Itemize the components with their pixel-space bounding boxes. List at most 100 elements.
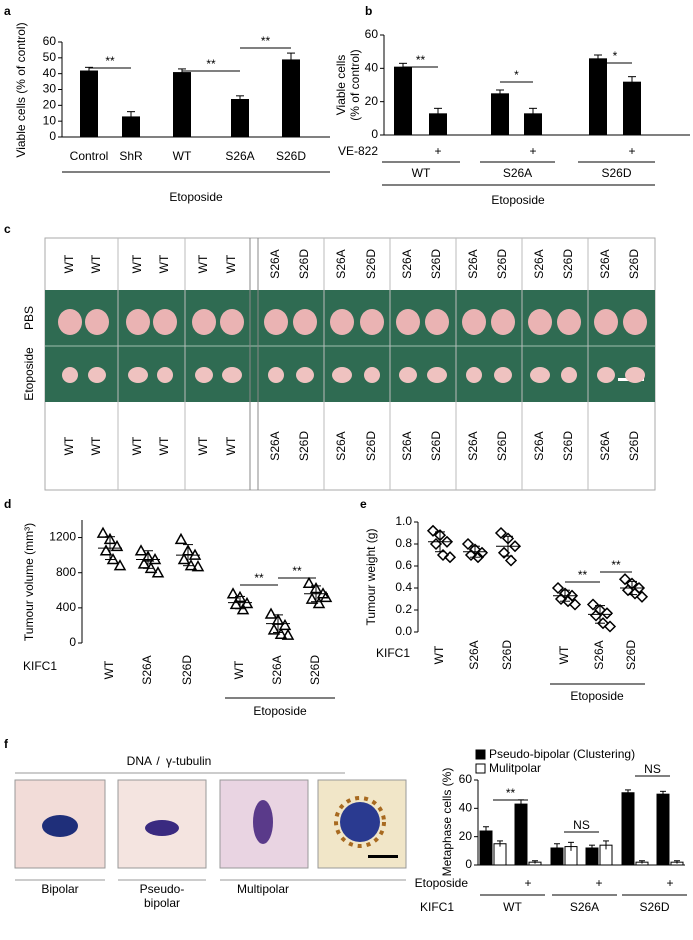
x-tick-label: S26A: [592, 640, 606, 669]
treatment-mark: +: [524, 876, 531, 890]
column-label: S26A: [268, 431, 282, 460]
scale-bar: [368, 855, 398, 858]
data-point: [319, 590, 333, 603]
tumour: [427, 367, 447, 383]
bar: [479, 830, 493, 866]
y-tick-label: 60: [365, 27, 379, 41]
stain-label: /: [156, 754, 160, 768]
column-label: S26D: [495, 249, 509, 279]
photo-panel: [44, 237, 656, 491]
y-tick-label: 0.2: [395, 602, 412, 616]
significance-label: **: [292, 564, 302, 578]
tumour: [625, 367, 645, 383]
data-point: [603, 620, 617, 633]
data-point: [278, 618, 292, 631]
tumour: [557, 309, 581, 335]
bar: [122, 116, 140, 137]
data-point: [96, 526, 110, 538]
x-tick-label: WT: [432, 645, 446, 664]
panel-letter: a: [4, 4, 11, 18]
column-label: S26A: [466, 249, 480, 278]
y-tick-label: 20: [43, 98, 57, 112]
data-point: [554, 592, 568, 606]
centrosomes: [334, 796, 386, 848]
data-point: [426, 524, 440, 537]
data-point: [226, 587, 240, 599]
y-tick-label: 0: [371, 127, 378, 141]
data-point: [312, 596, 326, 609]
data-point: [274, 627, 288, 639]
x-tick-label: S26D: [308, 655, 322, 685]
y-axis-label: (% of control): [348, 49, 362, 120]
significance-label: *: [514, 68, 519, 82]
significance-label: *: [613, 49, 618, 63]
y-tick-label: 400: [56, 600, 76, 614]
column-label: S26A: [400, 249, 414, 278]
tumour: [85, 309, 109, 335]
bar: [524, 113, 542, 135]
data-point: [464, 548, 478, 562]
column-label: S26A: [532, 431, 546, 460]
data-point: [151, 566, 165, 578]
tumour: [332, 367, 352, 383]
legend-label: Mulitpolar: [489, 761, 541, 775]
tumour: [466, 367, 482, 383]
significance-label: NS: [644, 762, 661, 776]
y-axis-label: Metaphase cells (%): [440, 768, 454, 877]
bar: [623, 81, 641, 135]
data-point: [589, 609, 603, 622]
data-point: [440, 535, 454, 548]
y-tick-label: 0: [49, 129, 56, 143]
data-point: [177, 552, 191, 565]
column-label: S26D: [429, 431, 443, 461]
data-point: [551, 581, 565, 595]
data-point: [99, 544, 113, 556]
data-point: [110, 539, 124, 552]
y-axis-label: Viable cells (% of control): [14, 22, 28, 157]
group-label: S26A: [503, 166, 532, 180]
y-tick-label: 0: [69, 635, 76, 649]
y-tick-label: 60: [459, 772, 473, 786]
bar: [173, 72, 191, 137]
significance-label: **: [254, 571, 264, 585]
tumour: [195, 367, 213, 383]
x-tick-label: S26A: [140, 655, 154, 684]
x-tick-label: S26A: [270, 655, 284, 684]
data-point: [443, 551, 457, 564]
group-label: WT: [412, 166, 431, 180]
tumour: [528, 309, 552, 335]
y-axis-label: Viable cells: [334, 55, 348, 115]
treatment-mark: +: [666, 876, 673, 890]
data-point: [174, 532, 188, 545]
treatment-mark: +: [595, 876, 602, 890]
data-point: [436, 548, 450, 562]
x-tick-label: S26D: [276, 149, 306, 163]
tumour: [268, 367, 284, 383]
row-label: KIFC1: [420, 900, 454, 914]
tumour: [597, 367, 615, 383]
tumour: [126, 309, 150, 335]
tumour: [153, 309, 177, 335]
data-point: [568, 598, 582, 611]
group-label: Etoposide: [491, 193, 545, 207]
treatment-mark: +: [434, 144, 441, 158]
y-axis-label: Tumour weight (g): [364, 529, 378, 626]
panel-letter: b: [365, 4, 372, 18]
column-label: S26D: [561, 431, 575, 461]
panel-letter: f: [4, 737, 9, 751]
bar: [589, 58, 607, 136]
data-point: [635, 590, 649, 603]
data-point: [113, 559, 127, 571]
column-label: S26A: [466, 431, 480, 460]
x-tick-label: S26A: [225, 149, 254, 163]
column-label: S26D: [495, 431, 509, 461]
tumour: [58, 309, 82, 335]
data-point: [497, 546, 511, 559]
x-tick-label: S26D: [180, 655, 194, 685]
group-label: S26A: [570, 900, 599, 914]
data-point: [618, 573, 632, 586]
treatment-mark: +: [529, 144, 536, 158]
column-label: S26A: [598, 249, 612, 278]
significance-label: **: [261, 34, 271, 48]
